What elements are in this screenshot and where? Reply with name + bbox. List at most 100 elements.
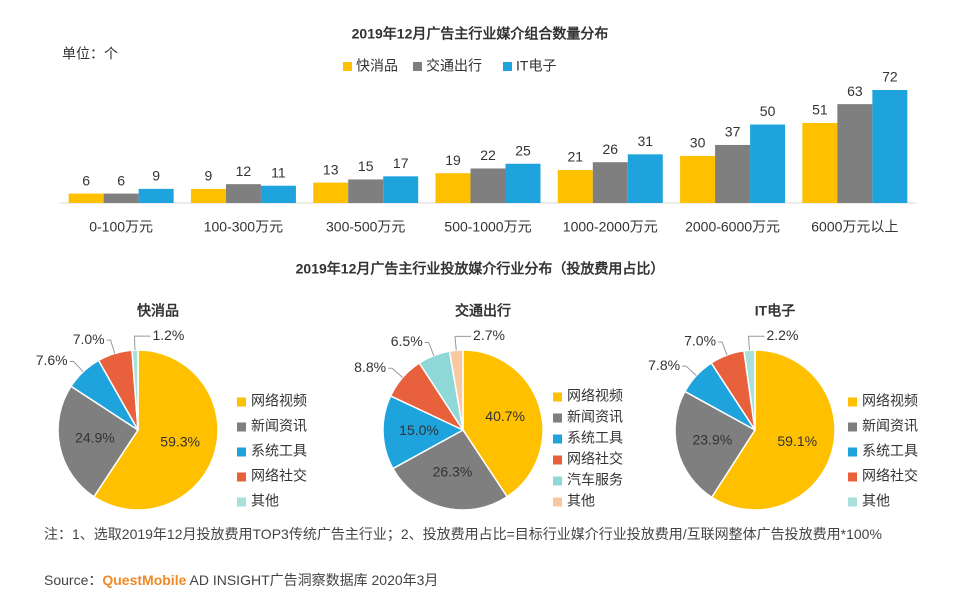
section-title: 2019年12月广告主行业投放媒介行业分布（投放费用占比）	[296, 261, 665, 277]
legend-label: 汽车服务	[567, 472, 623, 488]
bar	[68, 193, 104, 203]
data-label: 15.0%	[399, 422, 439, 438]
legend-swatch	[553, 413, 562, 423]
leader-line	[747, 335, 765, 351]
data-label: 59.3%	[160, 433, 200, 449]
source-text: AD INSIGHT广告洞察数据库 2020年3月	[189, 572, 439, 588]
bar	[872, 90, 908, 203]
data-label: 37	[725, 124, 741, 140]
legend-label: 其他	[862, 493, 890, 509]
data-label: 6	[117, 172, 125, 188]
bar	[470, 168, 506, 203]
note: 注：1、选取2019年12月投放费用TOP3传统广告主行业；2、投放费用占比=目…	[44, 526, 882, 542]
leader-line	[454, 335, 472, 351]
legend-label: 新闻资讯	[251, 418, 307, 434]
x-tick-label: 1000-2000万元	[563, 219, 658, 235]
legend-label: 网络视频	[567, 388, 623, 404]
legend-swatch	[848, 422, 857, 432]
legend-label: 系统工具	[251, 443, 307, 459]
pie-slice	[92, 349, 219, 511]
data-label: 26	[602, 141, 618, 157]
data-label: 24.9%	[75, 430, 115, 446]
legend-swatch	[553, 434, 562, 444]
x-tick-label: 300-500万元	[326, 219, 405, 235]
x-tick-label: 100-300万元	[204, 219, 283, 235]
data-label: 6.5%	[391, 333, 423, 349]
legend-swatch	[553, 476, 562, 486]
bar	[383, 176, 419, 203]
bar	[260, 185, 296, 203]
legend-label: 网络视频	[251, 393, 307, 409]
bar	[225, 184, 261, 203]
legend-label: 网络视频	[862, 393, 918, 409]
bar	[680, 155, 716, 203]
data-label: 1.2%	[152, 327, 184, 343]
bar	[557, 170, 593, 203]
bar	[505, 163, 541, 203]
data-label: 21	[567, 149, 583, 165]
data-label: 59.1%	[777, 433, 817, 449]
bar	[435, 173, 471, 203]
data-label: 9	[205, 168, 213, 184]
data-label: 40.7%	[485, 408, 525, 424]
leader-line	[424, 341, 435, 356]
bar	[627, 154, 663, 203]
x-tick-label: 0-100万元	[89, 219, 153, 235]
data-label: 30	[690, 135, 706, 151]
leader-line	[106, 339, 116, 354]
x-tick-label: 6000万元以上	[811, 219, 898, 235]
bar	[715, 144, 751, 203]
x-tick-label: 500-1000万元	[444, 219, 531, 235]
data-label: 9	[152, 168, 160, 184]
data-label: 72	[882, 69, 898, 85]
legend-swatch	[413, 62, 422, 71]
pie-title: IT电子	[755, 303, 795, 319]
legend-label: 快消品	[356, 58, 398, 74]
data-label: 22	[480, 147, 496, 163]
data-label: 13	[323, 161, 339, 177]
data-label: 11	[271, 164, 286, 180]
data-label: 51	[812, 102, 828, 118]
pie-slice	[382, 394, 465, 470]
bar	[837, 104, 873, 203]
legend-label: 新闻资讯	[567, 409, 623, 425]
data-label: 12	[236, 163, 252, 179]
legend-swatch	[237, 472, 246, 482]
data-label: 19	[445, 152, 461, 168]
legend-swatch	[503, 62, 512, 71]
data-label: 31	[637, 133, 653, 149]
source-brand: QuestMobile	[102, 572, 187, 588]
legend-label: 新闻资讯	[862, 418, 918, 434]
pie-slice	[674, 390, 757, 499]
legend-swatch	[553, 455, 562, 465]
pie-slice	[57, 385, 140, 498]
leader-line	[69, 360, 84, 373]
data-label: 6	[82, 172, 90, 188]
bar	[190, 188, 226, 203]
bar	[103, 193, 139, 203]
bar	[592, 162, 628, 203]
leader-line	[682, 365, 697, 376]
legend-swatch	[553, 497, 562, 507]
legend-swatch	[848, 472, 857, 482]
source: Source：QuestMobile AD INSIGHT广告洞察数据库 202…	[44, 570, 438, 590]
data-label: 15	[358, 158, 374, 174]
legend-label: 交通出行	[426, 58, 482, 74]
data-label: 26.3%	[433, 463, 473, 479]
data-label: 17	[393, 155, 409, 171]
legend-swatch	[237, 397, 246, 407]
legend-label: 系统工具	[862, 443, 918, 459]
leader-line	[133, 335, 151, 351]
data-label: 7.6%	[36, 352, 68, 368]
source-label: Source：	[44, 572, 103, 588]
legend-label: 其他	[567, 493, 595, 509]
legend-label: 网络社交	[567, 451, 623, 467]
data-label: 25	[515, 142, 531, 158]
legend-swatch	[237, 422, 246, 432]
data-label: 7.0%	[684, 333, 716, 349]
unit-label: 单位：个	[62, 46, 118, 62]
pie-slice	[710, 349, 836, 511]
legend-swatch	[848, 397, 857, 407]
